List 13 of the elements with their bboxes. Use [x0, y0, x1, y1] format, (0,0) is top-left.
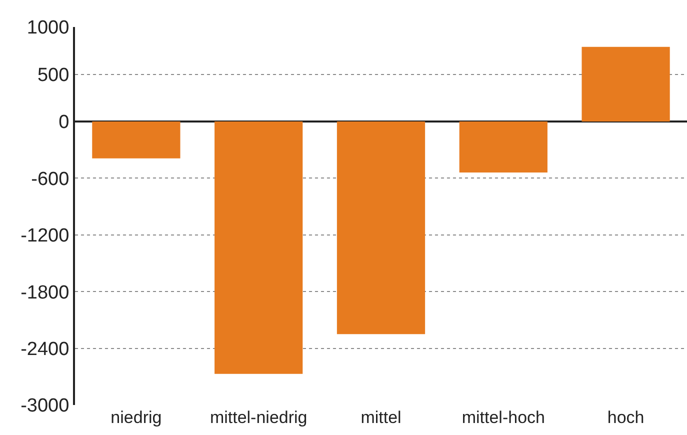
y-tick-label: 500: [37, 64, 70, 86]
y-tick-label: -1200: [20, 226, 70, 247]
y-tick-label: 1000: [26, 18, 70, 39]
x-tick-label: hoch: [607, 408, 644, 427]
y-tick-label: -1800: [20, 282, 70, 304]
y-tick-label: -600: [31, 168, 70, 190]
x-tick-label: mittel-hoch: [462, 408, 545, 427]
x-tick-label: mittel: [360, 408, 402, 427]
x-tick-label: niedrig: [110, 408, 162, 427]
x-tick-label: mittel-niedrig: [210, 408, 308, 427]
y-tick-label: -2400: [20, 338, 70, 360]
y-tick-label: 0: [58, 112, 70, 134]
y-tick-label: -3000: [20, 396, 70, 417]
